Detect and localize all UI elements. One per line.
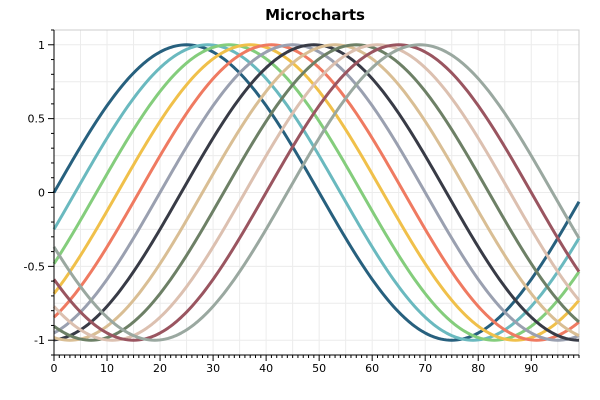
series-line-8 (53, 43, 580, 342)
x-tick-label: 90 (524, 362, 538, 375)
y-tick-label: 1 (38, 39, 45, 52)
series-line-6 (53, 43, 580, 342)
series-line-4 (52, 43, 581, 342)
series-line-3 (52, 43, 581, 342)
x-tick-label: 10 (100, 362, 114, 375)
y-tick-label: -1 (34, 334, 45, 347)
x-tick-label: 0 (51, 362, 58, 375)
series-line-1 (52, 43, 581, 342)
series-line-5 (52, 43, 580, 342)
y-tick-label: 0.5 (28, 113, 46, 126)
x-tick-label: 20 (153, 362, 167, 375)
x-tick-label: 70 (418, 362, 432, 375)
series-line-12 (52, 43, 581, 342)
y-tick-label: -0.5 (24, 260, 45, 273)
y-tick-label: 0 (38, 187, 45, 200)
x-tick-label: 60 (365, 362, 379, 375)
series-line-10 (52, 43, 581, 342)
x-tick-label: 40 (259, 362, 273, 375)
series-line-9 (53, 43, 580, 342)
series-line-7 (53, 43, 580, 342)
chart-title: Microcharts (265, 6, 365, 24)
x-tick-label: 50 (312, 362, 326, 375)
axis-ticks: 0 10 20 30 40 50 60 70 80 90 1 0.5 0 -0.5 -1 (24, 29, 580, 375)
series-line-2 (52, 43, 581, 342)
x-tick-label: 30 (206, 362, 220, 375)
series-layer (52, 43, 581, 342)
x-tick-label: 80 (471, 362, 485, 375)
